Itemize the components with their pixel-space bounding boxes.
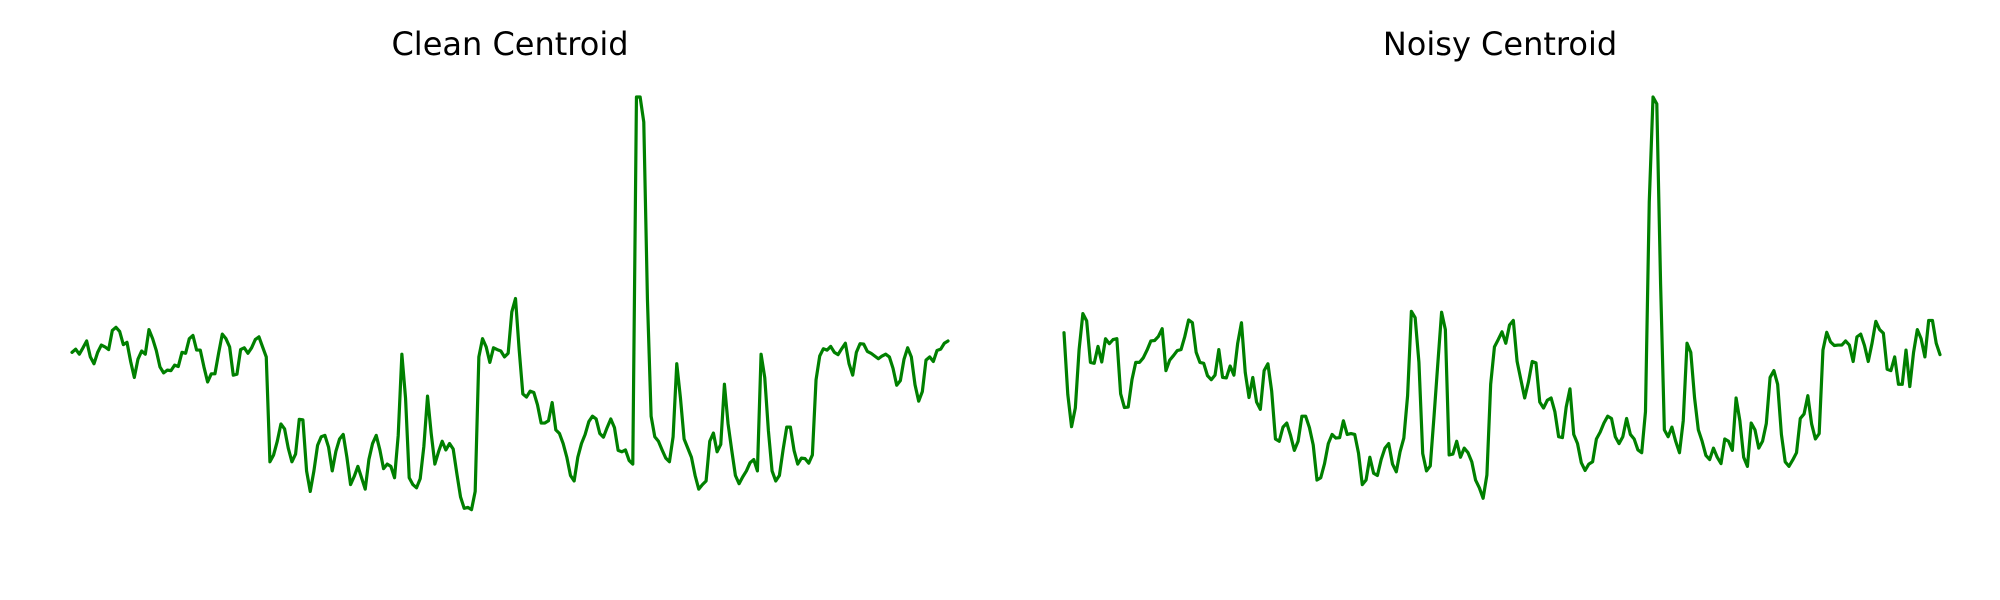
clean-centroid-line [70,95,950,512]
noisy-centroid-title: Noisy Centroid [1383,25,1617,63]
noisy-centroid-line [1062,95,1942,500]
clean-centroid-title: Clean Centroid [391,25,628,63]
noisy-centroid-panel: Noisy Centroid [1062,25,1942,500]
clean-centroid-panel: Clean Centroid [70,25,950,512]
